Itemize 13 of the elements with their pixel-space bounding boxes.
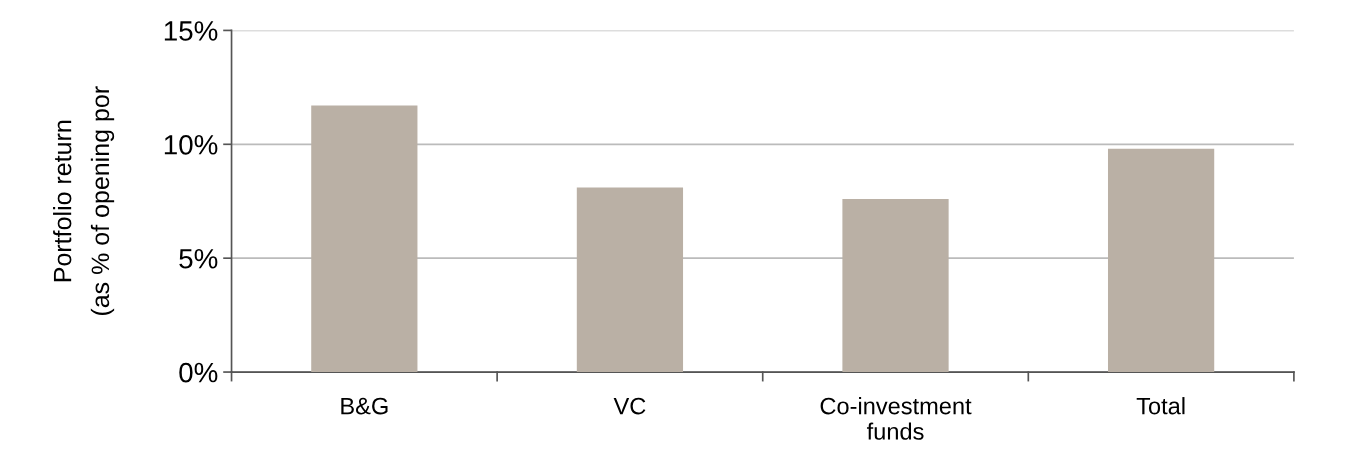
- bar: [576, 187, 684, 373]
- x-tick-label: Co-investment funds: [820, 397, 972, 440]
- bar: [311, 105, 418, 373]
- y-tick-label: 10%: [164, 134, 218, 155]
- x-tick-label: Total: [1136, 397, 1185, 415]
- bar: [1107, 148, 1215, 373]
- x-tick-label: B&G: [341, 397, 388, 415]
- y-tick-label: 0%: [179, 362, 218, 383]
- y-tick-label: 15%: [164, 21, 218, 41]
- y-axis-title: Portfolio return (as % of opening por: [53, 86, 115, 316]
- x-tick-label: VC: [613, 397, 646, 415]
- y-tick-label: 5%: [179, 248, 218, 269]
- bar: [842, 198, 949, 373]
